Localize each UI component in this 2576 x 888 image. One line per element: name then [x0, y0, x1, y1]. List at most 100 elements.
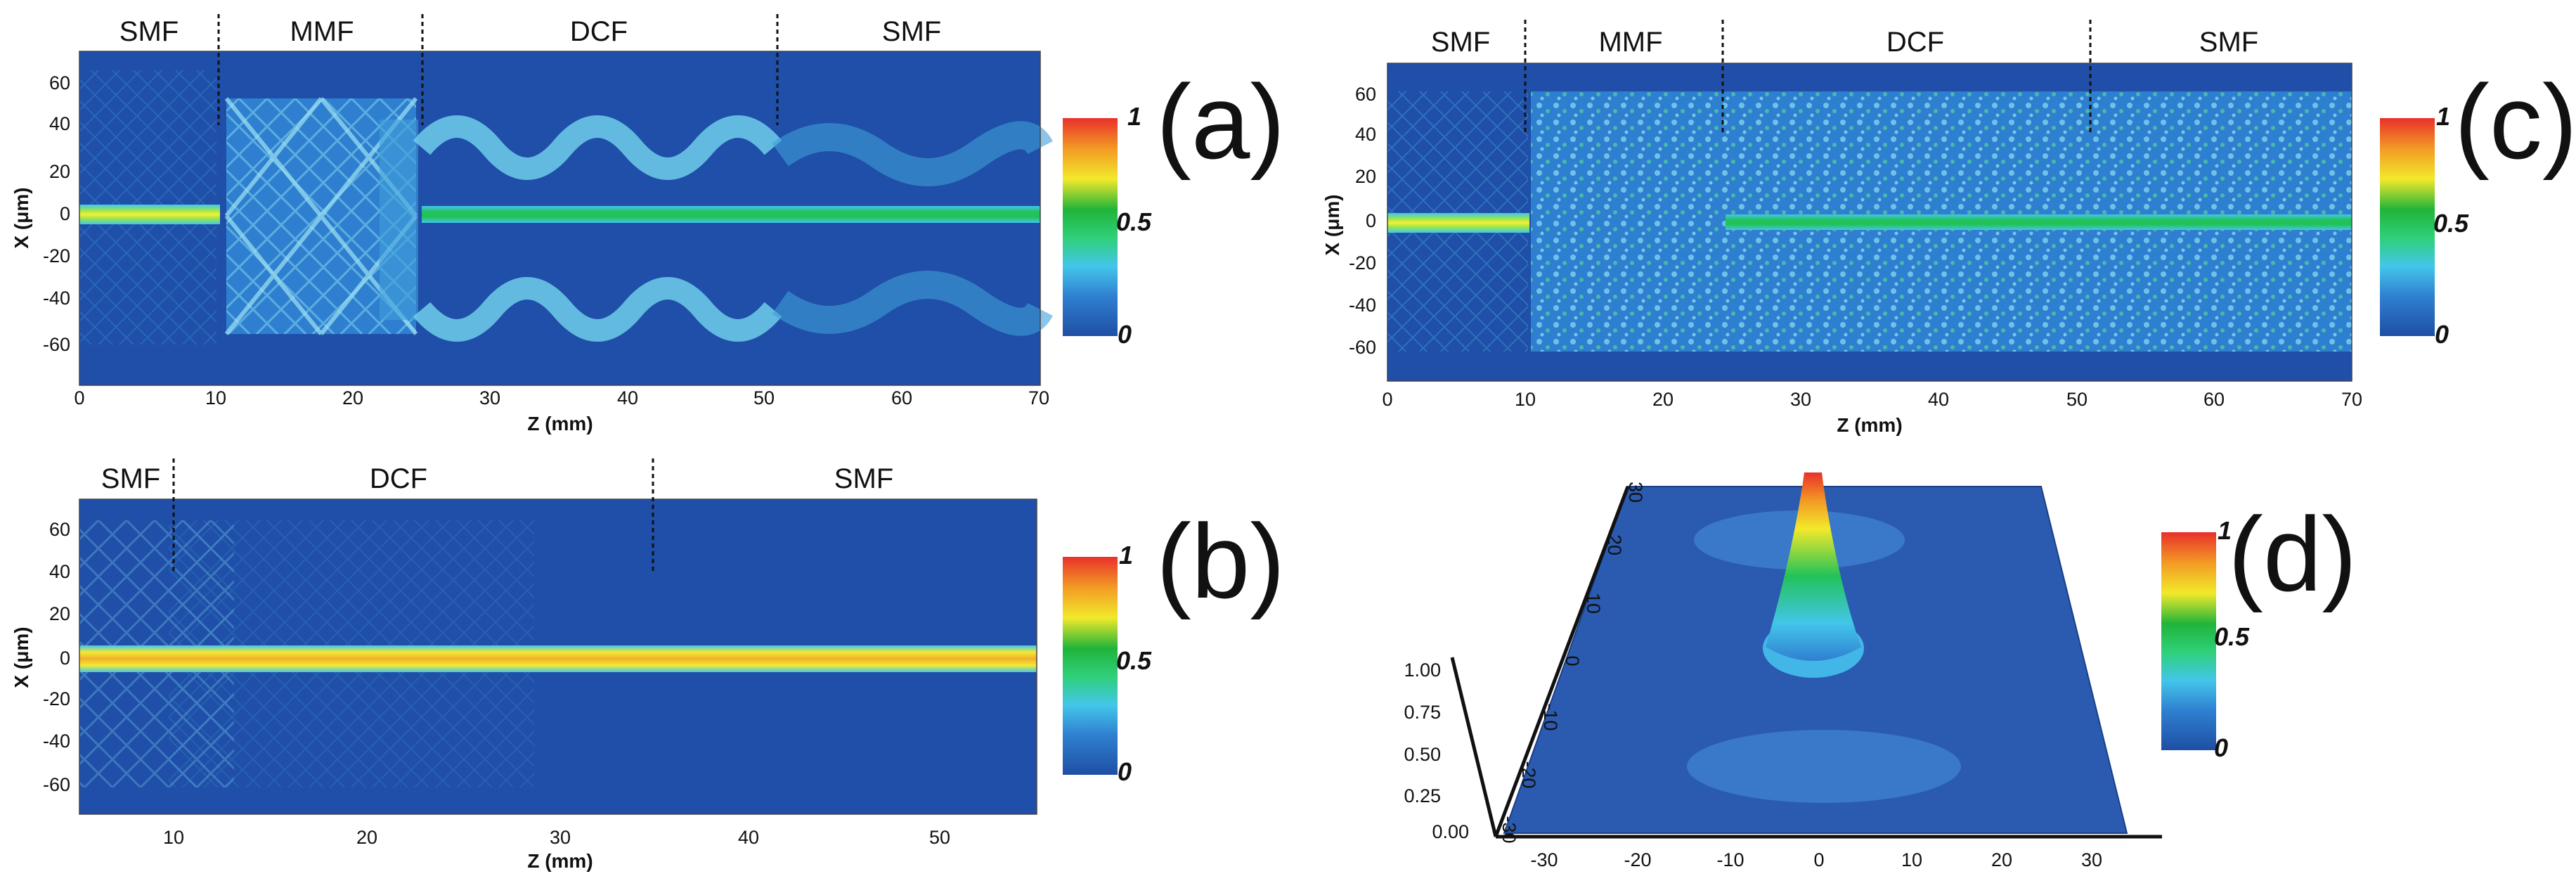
y-tick-label: -40: [43, 731, 70, 752]
x-tick-label: 10: [205, 387, 226, 408]
y-tick-label: -10: [1540, 703, 1561, 731]
y-axis-d: [1494, 486, 1630, 837]
x-ticks-d: -30 -20 -10 0 10 20 30: [1530, 849, 2102, 870]
z-tick-label: 0.25: [1404, 785, 1441, 806]
panel-letter-b: (b): [1156, 502, 1285, 620]
x-tick-label: 30: [550, 827, 571, 848]
heatmap-b-core: [79, 645, 1037, 672]
section-label-a-4: SMF: [882, 16, 941, 47]
colorbar-d: [2161, 532, 2216, 750]
section-label-c-3: DCF: [1886, 27, 1944, 58]
y-tick-label: 40: [49, 113, 70, 134]
x-tick-label: 30: [2081, 849, 2102, 870]
x-tick-label: 60: [2203, 389, 2225, 410]
surface-d-peak: [1766, 472, 1861, 661]
y-ticks-d: 30 20 10 0 -10 -20 -30: [1499, 482, 1646, 844]
colorbar-label-bottom-b: 0: [1118, 757, 1132, 786]
x-tick-label: 10: [1901, 849, 1922, 870]
y-axis-a: 60 40 20 0 -20 -40 -60: [43, 72, 70, 355]
x-tick-label: 40: [1928, 389, 1949, 410]
z-tick-label: 0.00: [1432, 821, 1469, 842]
panel-letter-a: (a): [1156, 63, 1285, 181]
y-tick-label: 0: [1562, 655, 1583, 666]
x-tick-label: 60: [891, 387, 912, 408]
section-label-c-1: SMF: [1431, 27, 1490, 58]
colorbar-b: [1063, 557, 1118, 775]
z-axis-d: [1450, 657, 1498, 837]
section-label-b-3: SMF: [834, 463, 893, 494]
heatmap-c-core-smf: [1387, 213, 1529, 233]
panel-b: SMF DCF SMF 60 40 20 0 -20 -40 -60 X (μm…: [11, 458, 1285, 872]
y-tick-label: -60: [43, 774, 70, 795]
y-tick-label: -40: [43, 288, 70, 309]
y-tick-label: 60: [49, 72, 70, 94]
panel-d: 1.00 0.75 0.50 0.25 0.00 30 20 10 0 -10 …: [1404, 472, 2357, 870]
colorbar-label-top-a: 1: [1127, 102, 1141, 131]
y-tick-label: -30: [1499, 816, 1520, 843]
panel-a: SMF MMF DCF SMF 60 40 20 0 -20 -40 -60 X…: [11, 14, 1285, 435]
y-tick-label: 20: [49, 603, 70, 624]
surface-d-ring-lower: [1687, 730, 1961, 803]
colorbar-label-bottom-c: 0: [2435, 320, 2449, 349]
x-tick-label: 30: [1790, 389, 1811, 410]
z-tick-label: 1.00: [1404, 659, 1441, 681]
y-tick-label: -60: [1349, 337, 1376, 358]
colorbar-label-mid-b: 0.5: [1116, 646, 1152, 675]
colorbar-label-top-d: 1: [2218, 516, 2232, 545]
y-tick-label: -20: [43, 245, 70, 266]
x-axis-title-a: Z (mm): [527, 413, 593, 435]
section-label-a-1: SMF: [119, 16, 179, 47]
y-tick-label: -20: [1349, 252, 1376, 274]
x-tick-label: 20: [1991, 849, 2012, 870]
colorbar-label-mid-a: 0.5: [1116, 207, 1152, 236]
y-tick-label: 0: [60, 203, 70, 224]
colorbar-label-top-c: 1: [2436, 102, 2450, 131]
x-tick-label: 10: [1515, 389, 1536, 410]
section-label-c-4: SMF: [2199, 27, 2258, 58]
x-axis-c: 0 10 20 30 40 50 60 70: [1382, 389, 2362, 410]
x-axis-b: 10 20 30 40 50: [163, 827, 950, 848]
x-tick-label: -10: [1716, 849, 1744, 870]
y-tick-label: 20: [1604, 534, 1625, 555]
heatmap-a-core-dcf: [422, 206, 1040, 223]
x-tick-label: -30: [1530, 849, 1558, 870]
section-label-a-3: DCF: [570, 16, 628, 47]
x-tick-label: 40: [617, 387, 638, 408]
x-tick-label: 10: [163, 827, 184, 848]
x-tick-label: 0: [1382, 389, 1392, 410]
section-label-a-2: MMF: [290, 16, 354, 47]
section-label-c-2: MMF: [1598, 27, 1662, 58]
y-axis-b: 60 40 20 0 -20 -40 -60: [43, 519, 70, 795]
y-tick-label: 60: [49, 519, 70, 540]
y-tick-label: 20: [1355, 166, 1376, 187]
y-tick-label: 30: [1625, 482, 1646, 503]
colorbar-c: [2380, 118, 2435, 336]
y-tick-label: 0: [1366, 210, 1376, 231]
colorbar-label-bottom-d: 0: [2214, 733, 2228, 762]
y-tick-label: 60: [1355, 84, 1376, 105]
x-tick-label: 70: [1028, 387, 1049, 408]
x-tick-label: 50: [2066, 389, 2088, 410]
y-tick-label: -60: [43, 334, 70, 355]
y-tick-label: -20: [43, 688, 70, 709]
x-tick-label: 50: [929, 827, 950, 848]
x-axis-a: 0 10 20 30 40 50 60 70: [74, 387, 1049, 408]
x-tick-label: 30: [479, 387, 500, 408]
section-label-b-2: DCF: [370, 463, 427, 494]
heatmap-a-smf2-lower-wave: [772, 271, 1053, 336]
y-tick-label: 0: [60, 648, 70, 669]
y-tick-label: -20: [1518, 761, 1539, 788]
y-axis-c: 60 40 20 0 -20 -40 -60: [1349, 84, 1376, 358]
y-tick-label: -40: [1349, 295, 1376, 316]
panel-c: SMF MMF DCF SMF 60 40 20 0 -20 -40 -60 X…: [1321, 20, 2576, 436]
heatmap-c-core-dcf: [1726, 214, 2352, 230]
colorbar-label-top-b: 1: [1119, 541, 1133, 570]
x-tick-label: 0: [74, 387, 84, 408]
colorbar-a: [1063, 118, 1118, 336]
x-tick-label: 40: [738, 827, 759, 848]
y-axis-title-c: X (μm): [1321, 194, 1343, 255]
heatmap-a-dcf-lower-wave: [413, 277, 782, 342]
z-tick-label: 0.50: [1404, 744, 1441, 765]
y-tick-label: 10: [1583, 593, 1604, 614]
